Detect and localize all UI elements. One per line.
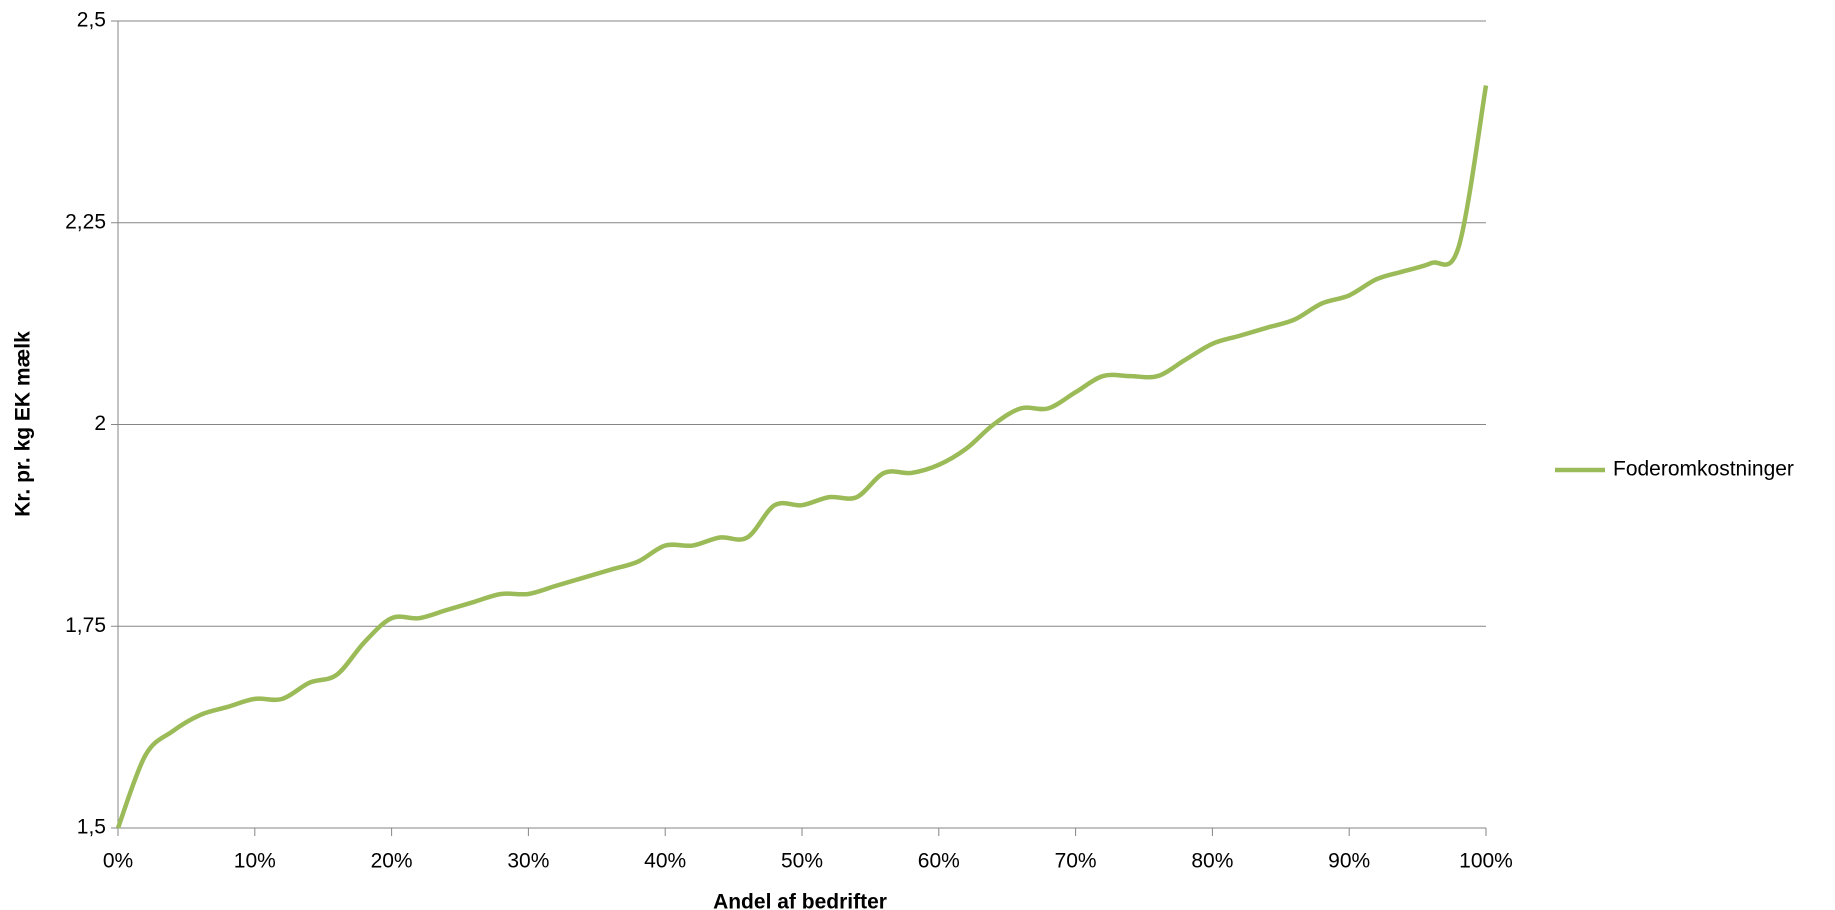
y-tick-label: 1,75 xyxy=(65,614,106,637)
y-tick-label: 1,5 xyxy=(77,816,106,839)
legend-label: Foderomkostninger xyxy=(1613,458,1794,481)
x-tick-label: 100% xyxy=(1459,850,1513,873)
x-tick-label: 60% xyxy=(918,850,960,873)
y-tick-label: 2,5 xyxy=(77,9,106,32)
x-tick-label: 50% xyxy=(781,850,823,873)
x-tick-label: 90% xyxy=(1328,850,1370,873)
y-axis-label: Kr. pr. kg EK mælk xyxy=(12,331,35,517)
y-tick-label: 2,25 xyxy=(65,210,106,233)
x-axis-label: Andel af bedrifter xyxy=(713,891,887,910)
data-line xyxy=(115,85,1489,829)
x-tick-label: 0% xyxy=(103,850,133,873)
x-tick-label: 70% xyxy=(1055,850,1097,873)
x-tick-label: 40% xyxy=(644,850,686,873)
y-tick-label: 2 xyxy=(94,412,106,435)
x-tick-label: 80% xyxy=(1191,850,1233,873)
x-tick-label: 20% xyxy=(371,850,413,873)
x-tick-label: 30% xyxy=(507,850,549,873)
x-tick-label: 10% xyxy=(234,850,276,873)
